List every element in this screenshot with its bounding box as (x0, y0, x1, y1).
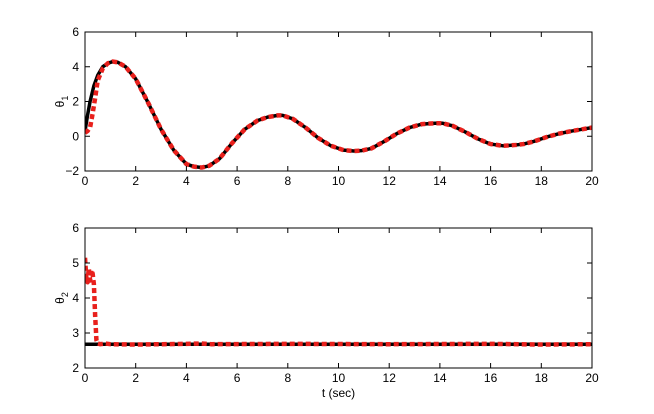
estimated-line-1 (85, 257, 592, 347)
x-tick-label: 8 (284, 174, 291, 188)
x-tick-label: 12 (383, 371, 397, 385)
y-axis-label: θ1 (53, 96, 70, 108)
x-tick-label: 4 (183, 371, 190, 385)
y-tick-label: 6 (72, 25, 79, 39)
x-tick-label: 14 (433, 174, 447, 188)
y-tick-label: 4 (72, 291, 79, 305)
x-tick-label: 6 (234, 174, 241, 188)
x-tick-label: 10 (332, 371, 346, 385)
y-tick-label: 2 (72, 95, 79, 109)
x-tick-label: 18 (535, 174, 549, 188)
y-tick-label: 2 (72, 361, 79, 375)
x-tick-label: 16 (484, 371, 498, 385)
x-tick-label: 14 (433, 371, 447, 385)
x-tick-label: 20 (585, 371, 599, 385)
y-tick-label: 5 (72, 256, 79, 270)
x-tick-label: 12 (383, 174, 397, 188)
x-tick-label: 2 (132, 174, 139, 188)
y-tick-label: 3 (72, 326, 79, 340)
series-group (85, 59, 592, 170)
series-group (85, 257, 592, 347)
x-tick-label: 4 (183, 174, 190, 188)
x-tick-label: 16 (484, 174, 498, 188)
x-axis-label: t (sec) (322, 386, 355, 400)
x-tick-label: 10 (332, 174, 346, 188)
y-axis-label: θ2 (53, 292, 70, 304)
estimated-line-1 (85, 59, 592, 170)
x-tick-label: 20 (585, 174, 599, 188)
y-tick-label: 6 (72, 221, 79, 235)
actual-line-0 (85, 59, 592, 170)
x-tick-label: 18 (535, 371, 549, 385)
x-tick-label: 6 (234, 371, 241, 385)
y-tick-label: −2 (65, 164, 79, 178)
y-tick-label: 4 (72, 60, 79, 74)
x-tick-label: 2 (132, 371, 139, 385)
axes-frame (84, 227, 593, 369)
x-tick-label: 0 (82, 174, 89, 188)
x-tick-label: 8 (284, 371, 291, 385)
x-tick-label: 0 (82, 371, 89, 385)
y-tick-label: 0 (72, 129, 79, 143)
